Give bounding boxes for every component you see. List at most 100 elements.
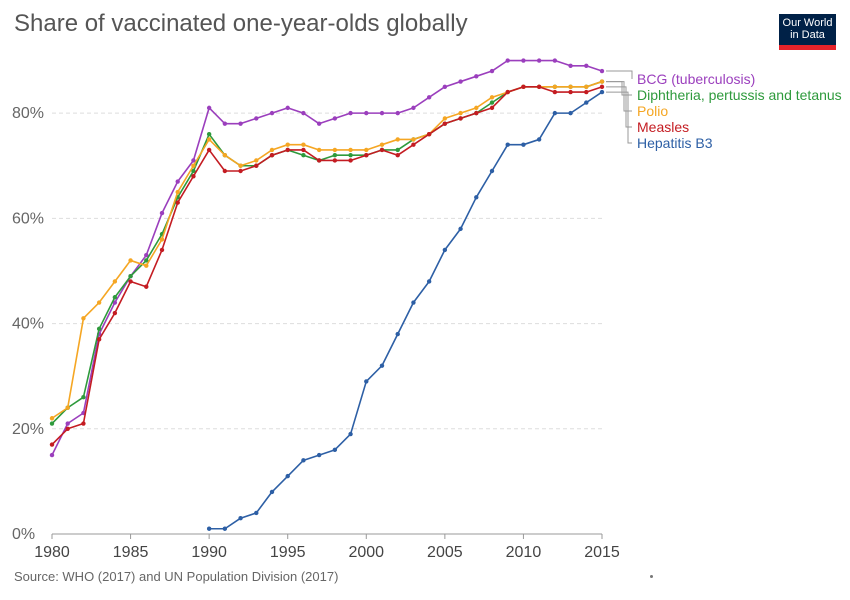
data-point[interactable] (442, 121, 448, 126)
data-point[interactable] (301, 153, 306, 158)
data-point[interactable] (348, 147, 353, 153)
data-point[interactable] (269, 489, 275, 495)
data-point[interactable] (112, 300, 118, 305)
data-point[interactable] (364, 153, 369, 158)
data-point[interactable] (584, 100, 589, 105)
data-point[interactable] (364, 147, 369, 153)
data-point[interactable] (96, 300, 102, 305)
data-point[interactable] (159, 210, 165, 216)
data-point[interactable] (364, 110, 369, 116)
data-point[interactable] (552, 89, 558, 95)
data-point[interactable] (285, 142, 290, 147)
data-point[interactable] (191, 174, 196, 179)
data-point[interactable] (599, 79, 605, 84)
data-point[interactable] (536, 137, 542, 142)
data-point[interactable] (489, 95, 495, 100)
legend-label[interactable]: Polio (637, 103, 668, 119)
data-point[interactable] (49, 421, 55, 426)
data-point[interactable] (552, 110, 558, 116)
data-point[interactable] (505, 142, 510, 147)
data-point[interactable] (238, 168, 243, 174)
data-point[interactable] (269, 110, 275, 116)
data-point[interactable] (348, 431, 353, 437)
data-point[interactable] (348, 153, 353, 158)
data-point[interactable] (442, 116, 448, 121)
data-point[interactable] (238, 163, 243, 168)
data-point[interactable] (568, 89, 573, 95)
data-point[interactable] (584, 63, 589, 68)
data-point[interactable] (332, 153, 338, 158)
data-point[interactable] (285, 473, 290, 479)
data-point[interactable] (348, 158, 353, 163)
data-point[interactable] (332, 158, 338, 163)
data-point[interactable] (364, 379, 369, 384)
data-point[interactable] (584, 84, 589, 90)
data-point[interactable] (191, 163, 196, 168)
data-point[interactable] (411, 137, 416, 142)
data-point[interactable] (159, 247, 165, 253)
data-point[interactable] (521, 142, 526, 147)
data-point[interactable] (222, 168, 228, 174)
data-point[interactable] (285, 147, 290, 153)
data-point[interactable] (144, 284, 149, 289)
data-point[interactable] (81, 421, 86, 426)
data-point[interactable] (536, 84, 542, 90)
data-point[interactable] (285, 105, 290, 111)
data-point[interactable] (301, 110, 306, 116)
owid-logo[interactable]: Our World in Data (779, 14, 836, 50)
data-point[interactable] (254, 116, 259, 121)
data-point[interactable] (254, 163, 259, 168)
data-point[interactable] (458, 116, 463, 121)
data-point[interactable] (81, 316, 86, 321)
data-point[interactable] (379, 110, 385, 116)
data-point[interactable] (379, 363, 385, 368)
data-point[interactable] (505, 89, 510, 95)
data-point[interactable] (81, 395, 86, 400)
data-point[interactable] (505, 58, 510, 63)
data-point[interactable] (552, 58, 558, 63)
data-point[interactable] (332, 147, 338, 153)
data-point[interactable] (238, 516, 243, 521)
data-point[interactable] (332, 116, 338, 121)
data-point[interactable] (175, 179, 180, 184)
data-point[interactable] (316, 147, 322, 153)
data-point[interactable] (96, 326, 102, 332)
data-point[interactable] (411, 142, 416, 147)
data-point[interactable] (49, 442, 55, 447)
data-point[interactable] (65, 405, 70, 410)
data-point[interactable] (568, 110, 573, 116)
data-point[interactable] (395, 147, 400, 153)
legend-label[interactable]: Measles (637, 119, 689, 135)
data-point[interactable] (568, 84, 573, 90)
legend-label[interactable]: Hepatitis B3 (637, 135, 713, 151)
data-point[interactable] (191, 158, 196, 163)
data-point[interactable] (144, 258, 149, 263)
data-point[interactable] (112, 295, 118, 300)
data-point[interactable] (175, 189, 180, 195)
data-point[interactable] (584, 89, 589, 95)
data-point[interactable] (442, 84, 448, 90)
data-point[interactable] (426, 131, 432, 137)
data-point[interactable] (474, 105, 479, 111)
data-point[interactable] (206, 137, 212, 142)
data-point[interactable] (206, 131, 212, 137)
data-point[interactable] (301, 142, 306, 147)
data-point[interactable] (112, 279, 118, 284)
data-point[interactable] (489, 100, 495, 105)
data-point[interactable] (65, 421, 70, 426)
data-point[interactable] (521, 58, 526, 63)
data-point[interactable] (269, 153, 275, 158)
data-point[interactable] (458, 226, 463, 232)
data-point[interactable] (65, 426, 70, 431)
data-point[interactable] (254, 510, 259, 516)
data-point[interactable] (474, 110, 479, 116)
data-point[interactable] (254, 158, 259, 163)
data-point[interactable] (238, 121, 243, 126)
data-point[interactable] (379, 142, 385, 147)
data-point[interactable] (489, 168, 495, 174)
data-point[interactable] (144, 263, 149, 268)
data-point[interactable] (536, 58, 542, 63)
data-point[interactable] (426, 279, 432, 284)
data-point[interactable] (568, 63, 573, 68)
data-point[interactable] (222, 121, 228, 126)
